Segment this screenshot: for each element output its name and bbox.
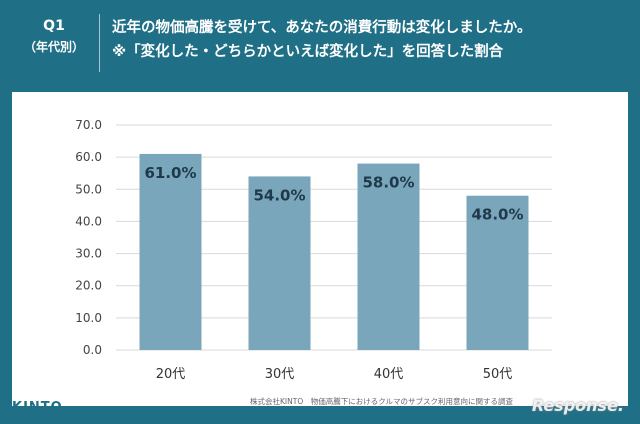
data-label: 48.0% [471, 206, 523, 224]
footer-bar [0, 406, 640, 424]
x-tick-label: 40代 [374, 367, 404, 382]
y-tick-label: 20.0 [75, 279, 102, 293]
y-tick-label: 70.0 [75, 118, 102, 132]
y-tick-label: 50.0 [75, 182, 102, 196]
y-tick-label: 10.0 [75, 311, 102, 325]
data-label: 61.0% [144, 164, 196, 182]
title-line-1: 近年の物価高騰を受けて、あなたの消費行動は変化しましたか。 [112, 20, 532, 36]
title-line-2: ※「変化した・どちらかといえば変化した」を回答した割合 [112, 44, 504, 60]
kinto-logo: KINTO [12, 400, 63, 415]
bar [248, 176, 311, 350]
bar [466, 195, 529, 350]
page-title: 近年の物価高騰を受けて、あなたの消費行動は変化しましたか。 ※「変化した・どちら… [112, 16, 632, 64]
x-tick-label: 20代 [156, 367, 186, 382]
y-tick-label: 30.0 [75, 247, 102, 261]
question-subtitle: （年代別） [23, 40, 84, 54]
bar-chart: 0.0 10.0 20.0 30.0 40.0 50.0 60.0 70.0 61.0% 20代 5… [75, 118, 552, 382]
y-tick-label: 60.0 [75, 150, 102, 164]
data-label: 58.0% [362, 174, 414, 192]
bar [139, 153, 202, 350]
response-watermark: Response. [531, 396, 624, 415]
question-number: Q1 [43, 18, 65, 34]
y-tick-label: 40.0 [75, 214, 102, 228]
x-tick-label: 30代 [265, 367, 295, 382]
x-tick-label: 50代 [483, 367, 513, 382]
question-label: Q1 （年代別） [14, 18, 94, 55]
y-tick-label: 0.0 [83, 343, 102, 357]
header-divider [99, 14, 100, 72]
chart-panel: 0.0 10.0 20.0 30.0 40.0 50.0 60.0 70.0 61.0% 20代 5… [12, 92, 628, 406]
bar [357, 163, 420, 350]
data-label: 54.0% [253, 186, 305, 204]
source-note: 株式会社KINTO 物価高騰下におけるクルマのサブスク利用意向に関する調査 [250, 397, 513, 406]
header: Q1 （年代別） 近年の物価高騰を受けて、あなたの消費行動は変化しましたか。 ※… [0, 0, 640, 86]
